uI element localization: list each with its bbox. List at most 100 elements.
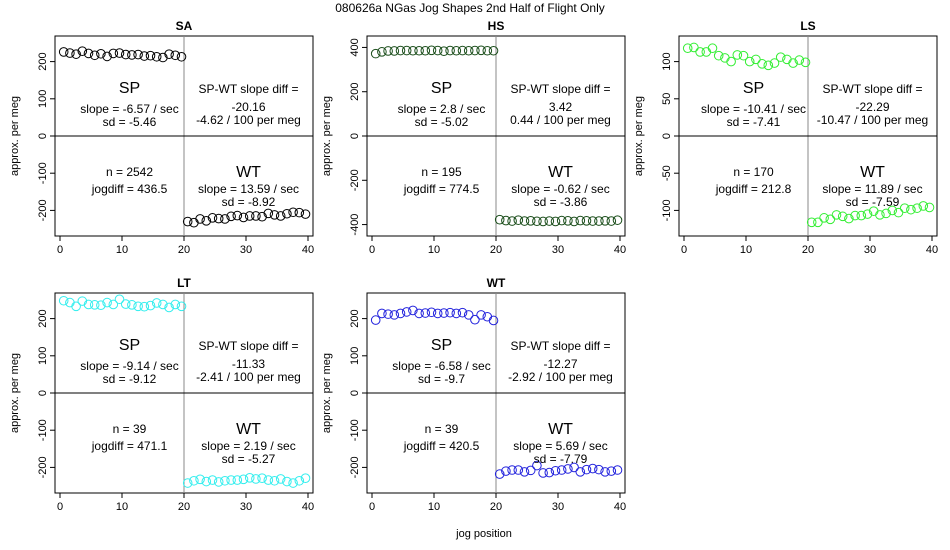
x-tick-label: 0 [57,244,63,256]
data-point [139,51,150,61]
data-point [587,216,598,226]
data-point [563,464,573,474]
data-point [158,299,168,310]
data-point [751,54,761,65]
wt-label: WT [548,164,573,181]
data-point [893,207,904,218]
panel-title: HS [488,19,505,33]
data-point [414,308,424,319]
y-tick-label: -200 [349,456,361,478]
data-point [389,310,400,320]
data-point [775,52,786,62]
data-point [275,211,286,221]
data-point [83,299,94,310]
y-axis-label: approx. per meg [321,96,333,176]
slope-diff-value: 3.42 [549,100,573,114]
data-point [420,45,431,56]
x-tick-label: 20 [802,244,814,256]
data-point [426,307,437,318]
data-point [494,214,505,225]
data-point [145,50,156,61]
jogdiff: jogdiff = 774.5 [403,182,480,196]
data-point [377,47,387,57]
data-point [120,49,131,60]
wt-sd: sd = -7.79 [534,452,588,466]
data-point [238,212,249,223]
data-point [881,208,891,219]
data-point [182,478,193,488]
y-tick-label: -400 [349,214,361,236]
data-point [77,296,88,306]
x-tick-label: 20 [490,501,502,513]
sp-slope: slope = -10.41 / sec [701,102,806,116]
x-tick-label: 10 [740,244,752,256]
data-point [383,309,393,319]
data-point [794,55,805,65]
data-point [251,474,261,484]
data-point [918,201,929,211]
data-point [58,47,69,57]
y-axis-label: approx. per meg [9,353,21,433]
x-tick-label: 30 [240,244,252,256]
sp-sd: sd = -9.7 [418,372,465,386]
data-point [682,43,693,54]
wt-label: WT [548,421,573,438]
data-point [275,474,286,484]
slope-diff-per-meg: -4.62 / 100 per meg [196,113,301,127]
data-point [432,308,443,319]
data-point [612,465,623,475]
n-count: n = 39 [113,422,147,436]
data-point [151,298,162,308]
x-tick-label: 30 [552,501,564,513]
data-point [612,215,623,225]
y-tick-label: 0 [37,390,49,396]
data-point [102,297,112,308]
data-point [726,56,736,67]
data-point [501,215,511,226]
data-point [689,42,699,53]
data-point [575,467,586,477]
data-point [837,211,848,222]
data-point [439,46,449,56]
sp-sd: sd = -9.12 [103,372,157,386]
data-point [581,464,592,475]
sp-slope: slope = 2.8 / sec [398,102,486,116]
data-point [763,60,774,71]
y-tick-label: 100 [349,347,361,365]
data-point [457,307,468,318]
data-point [550,465,561,476]
data-point [606,216,617,226]
wt-label: WT [236,164,261,181]
data-point [414,45,424,56]
y-tick-label: 100 [661,52,673,70]
data-point [569,462,579,473]
wt-label: WT [236,421,261,438]
data-point [862,209,873,219]
data-point [294,475,305,486]
wt-slope: slope = 11.89 / sec [822,182,922,196]
data-point [151,51,162,62]
y-tick-label: -100 [37,162,49,184]
sp-slope: slope = -6.58 / sec [392,359,490,373]
data-point [538,216,548,227]
data-point [451,45,462,56]
data-point [445,307,455,318]
data-point [476,310,486,320]
x-tick-label: 10 [116,501,128,513]
x-tick-label: 0 [57,501,63,513]
data-point [594,464,604,475]
data-point [899,203,910,213]
y-tick-label: 100 [37,90,49,108]
data-point [426,45,437,56]
data-point [158,52,168,63]
data-point [65,297,75,308]
wt-slope: slope = -0.62 / sec [511,182,609,196]
slope-diff-label: SP-WT slope diff = [511,339,611,353]
data-point [606,466,617,476]
x-tick-label: 40 [302,244,314,256]
data-point [439,308,449,318]
data-point [226,211,236,222]
sp-label: SP [119,80,140,97]
y-axis-label: approx. per meg [9,96,21,176]
wt-slope: slope = 2.19 / sec [201,439,295,453]
